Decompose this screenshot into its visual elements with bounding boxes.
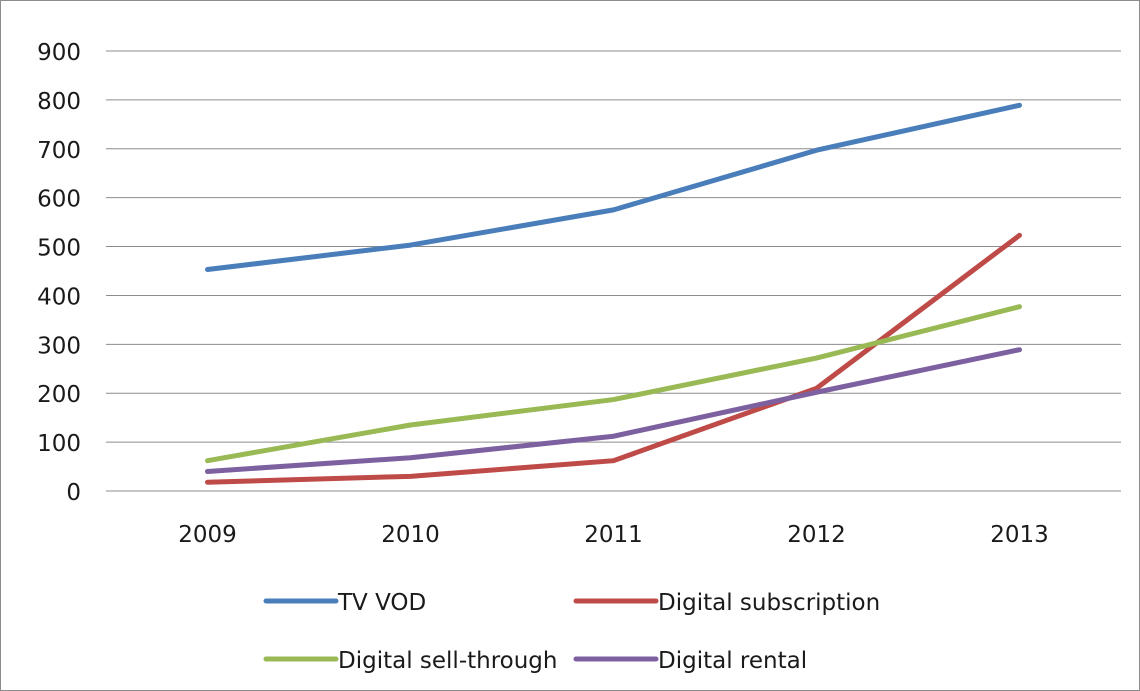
y-tick-label: 900 xyxy=(37,40,81,66)
gridlines xyxy=(106,50,1121,492)
legend-label-1: Digital subscription xyxy=(658,590,880,616)
x-tick-label: 2009 xyxy=(178,522,237,548)
x-tick-label: 2013 xyxy=(990,522,1049,548)
y-tick-label: 500 xyxy=(37,236,81,262)
series-line-3 xyxy=(205,347,1022,474)
legend: TV VOD Digital subscription Digital sell-t… xyxy=(263,590,880,674)
y-tick-label: 600 xyxy=(37,187,81,213)
legend-label-3: Digital rental xyxy=(658,648,807,674)
x-axis-ticks: 2009 2010 2011 2012 2013 xyxy=(178,522,1049,548)
x-tick-label: 2012 xyxy=(787,522,846,548)
y-tick-label: 100 xyxy=(37,431,81,457)
y-tick-label: 200 xyxy=(37,382,81,408)
legend-label-2: Digital sell-through xyxy=(338,648,558,674)
y-tick-label: 700 xyxy=(37,138,81,164)
x-tick-label: 2010 xyxy=(381,522,440,548)
y-tick-label: 800 xyxy=(37,89,81,115)
y-tick-label: 300 xyxy=(37,333,81,359)
series-line-2 xyxy=(205,304,1022,464)
y-axis-ticks: 0 100 200 300 400 500 600 700 800 900 xyxy=(37,40,81,506)
series-line-1 xyxy=(205,232,1022,485)
legend-label-0: TV VOD xyxy=(337,590,426,616)
series-line-0 xyxy=(205,102,1022,273)
x-tick-label: 2011 xyxy=(584,522,643,548)
y-tick-label: 400 xyxy=(37,284,81,310)
y-tick-label: 0 xyxy=(66,480,81,506)
series-lines xyxy=(205,102,1022,485)
